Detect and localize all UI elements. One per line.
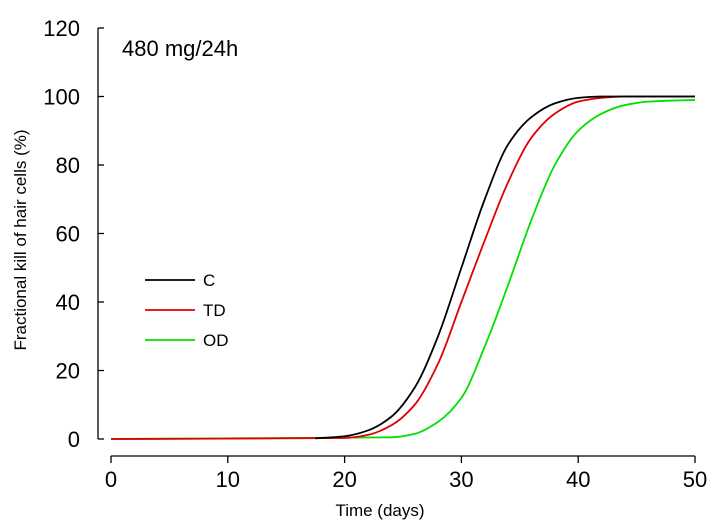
x-tick-label: 20	[332, 467, 356, 492]
legend: C TD OD	[145, 271, 229, 350]
y-tick-label: 100	[43, 85, 80, 110]
y-tick-label: 40	[56, 290, 80, 315]
x-tick-label: 10	[216, 467, 240, 492]
x-tick-label: 50	[683, 467, 707, 492]
x-tick-label: 30	[449, 467, 473, 492]
series-line-td	[110, 95, 695, 440]
y-axis-label: Fractional kill of hair cells (%)	[11, 129, 30, 350]
x-tick-label: 0	[105, 467, 117, 492]
y-tick-label: 80	[56, 153, 80, 178]
y-tick-label: 0	[68, 427, 80, 452]
axes: 0 20 40 60 80 100 120 0 10 20 30 40 50	[43, 16, 707, 492]
x-tick-label: 40	[566, 467, 590, 492]
legend-label-td: TD	[203, 301, 226, 320]
y-tick-label: 20	[56, 359, 80, 384]
legend-label-od: OD	[203, 331, 229, 350]
legend-label-c: C	[203, 271, 215, 290]
x-axis-label: Time (days)	[335, 501, 424, 520]
chart-annotation: 480 mg/24h	[122, 36, 238, 61]
series-line-od	[110, 99, 696, 440]
series-line-c	[315, 95, 695, 440]
plot-lines	[110, 95, 696, 440]
y-tick-label: 60	[56, 222, 80, 247]
y-tick-label: 120	[43, 16, 80, 41]
